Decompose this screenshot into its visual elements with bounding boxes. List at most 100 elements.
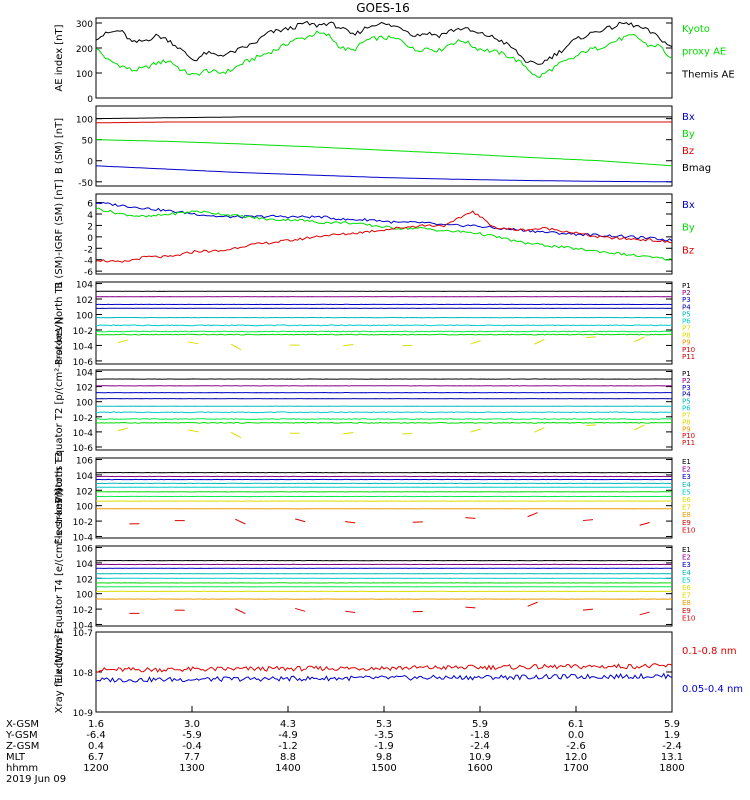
sparse-segment (527, 512, 538, 518)
x-axis-row-label: Y-GSM (5, 730, 38, 741)
legend-entry: 0.05-0.4 nm (682, 684, 743, 695)
sparse-segment (465, 606, 476, 609)
y-tick-label: 102 (76, 575, 93, 585)
sparse-segment (345, 610, 356, 613)
series-line (96, 30, 673, 78)
y-tick-label: 100 (76, 70, 93, 80)
sparse-segment (639, 611, 650, 616)
panel-ae: 0 100 200 300 AE index [nT] Kyoto proxy AE Them… (54, 17, 735, 105)
y-tick-label: 100 (76, 591, 93, 601)
y-tick-label: 200 (76, 45, 93, 55)
y-tick-label: -4 (84, 257, 93, 267)
panel-frame (95, 193, 673, 275)
x-axis-value: 6.1 (568, 719, 584, 730)
x-axis-value: -5.9 (182, 730, 202, 741)
y-tick-label: 100 (76, 399, 93, 409)
y-tick-label: 10-6 (73, 444, 94, 454)
legend-entry: 0.1-0.8 nm (682, 646, 737, 657)
legend-entry: proxy AE (682, 47, 726, 58)
legend-entry: Themis AE (681, 69, 735, 80)
sparse-segment (582, 519, 594, 522)
panel-frame (95, 545, 673, 627)
legend-entry: E7 (682, 504, 691, 512)
y-tick-label: 0 (87, 95, 93, 105)
y-tick-label: 6 (87, 200, 93, 210)
y-axis-label: Electrons North T3 (54, 451, 65, 544)
y-tick-label: 10-2 (73, 327, 93, 337)
sparse-segment (582, 608, 594, 611)
legend-entry: P8 (682, 332, 691, 340)
y-tick-label: 10-4 (73, 429, 94, 439)
y-tick-label: 102 (76, 296, 93, 306)
x-axis-value: 6.7 (88, 752, 104, 763)
y-tick-label: 10-9 (73, 709, 94, 719)
legend-entry: E1 (682, 458, 691, 466)
panel-bsm: -50 0 50 100 B (SM) [nT] Bx By Bz Bmag (54, 105, 711, 189)
legend-entry: E2 (682, 554, 691, 562)
sparse-segment (230, 431, 242, 439)
y-tick-label: 4 (87, 211, 93, 221)
sparse-segment (188, 429, 199, 433)
y-tick-label: 10-2 (73, 518, 93, 528)
y-axis-label: B (SM) [nT] (54, 118, 65, 174)
sparse-segment (295, 518, 306, 523)
x-axis-value: 1400 (275, 763, 300, 774)
y-tick-label: 10-4 (73, 342, 94, 352)
sparse-segment (465, 517, 476, 519)
legend-entry: E9 (682, 519, 691, 527)
y-tick-label: -50 (78, 179, 93, 189)
legend-entry: P11 (682, 353, 695, 361)
legend-entry: P5 (682, 398, 691, 406)
series-line (95, 333, 673, 336)
y-tick-label: 10-8 (73, 669, 94, 679)
panel-frame (95, 105, 673, 187)
y-tick-label: 104 (76, 560, 93, 570)
legend-entry: P1 (682, 370, 691, 378)
legend-entry: P4 (682, 391, 691, 399)
legend-entry: P9 (682, 339, 691, 347)
legend-entry: P9 (682, 425, 691, 433)
series-line (95, 207, 672, 261)
legend-entry: P6 (682, 405, 691, 413)
sparse-segment (586, 336, 597, 339)
legend-entry: Bz (682, 245, 694, 256)
series-line (96, 116, 672, 120)
sparse-segment (235, 608, 246, 614)
legend-entry: P3 (682, 384, 691, 392)
legend-entry: Bz (682, 146, 694, 157)
series-line (95, 672, 673, 683)
y-tick-label: 100 (76, 311, 93, 321)
legend-entry: P2 (682, 289, 691, 297)
sparse-segment (534, 427, 545, 433)
x-axis-value: 1200 (83, 763, 108, 774)
series-line (95, 20, 673, 65)
sparse-segment (639, 522, 650, 526)
x-axis-value: -2.6 (566, 741, 586, 752)
series-line (95, 411, 673, 414)
sparse-segment (295, 607, 306, 612)
y-tick-label: 102 (76, 384, 93, 394)
y-tick-label: 104 (76, 472, 93, 482)
panel-eequator: 10-4 10-2 100 102 104 106 Electrons Equator T4… (54, 488, 695, 683)
x-axis-value: 1800 (659, 763, 684, 774)
y-axis-label: Electrons Equator T4 [e/(cm²-s-sr-keV)] (54, 488, 65, 683)
x-axis-value: 1300 (179, 763, 204, 774)
sparse-segment (188, 341, 199, 345)
legend-entry: E3 (682, 561, 691, 569)
panel-bres: -6-4 -20 246 B (SM)-IGRF (SM) [nT] Bx By Bz (54, 179, 695, 288)
panel-frame (95, 369, 673, 451)
y-tick-label: 100 (76, 116, 93, 126)
series-line (95, 418, 673, 420)
x-axis-value: -0.4 (182, 741, 202, 752)
sparse-segment (117, 427, 128, 432)
x-axis-value: 5.9 (664, 719, 680, 730)
legend-entry: By (682, 223, 695, 234)
sparse-segment (343, 432, 354, 435)
sparse-segment (634, 336, 645, 343)
series-line (96, 210, 673, 263)
y-tick-label: 102 (76, 487, 93, 497)
sparse-segment (534, 339, 545, 345)
x-axis-value: 9.8 (376, 752, 392, 763)
